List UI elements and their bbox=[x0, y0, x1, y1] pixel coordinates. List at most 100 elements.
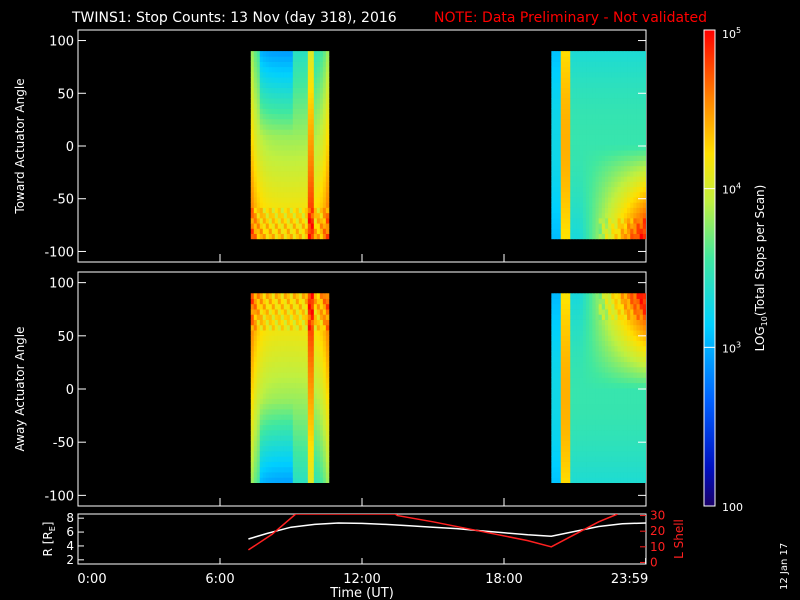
heatmap-cell bbox=[283, 118, 288, 125]
heatmap-cell bbox=[262, 82, 267, 88]
heatmap-cell bbox=[598, 77, 603, 83]
heatmap-cell bbox=[280, 228, 285, 234]
heatmap-cell bbox=[623, 414, 628, 420]
heatmap-cell bbox=[253, 408, 258, 415]
heatmap-cell bbox=[551, 398, 555, 405]
heatmap-cell bbox=[611, 77, 615, 83]
heatmap-cell bbox=[262, 129, 267, 135]
heatmap-cell bbox=[557, 351, 562, 357]
heatmap-cell bbox=[630, 61, 634, 68]
heatmap-cell bbox=[304, 134, 309, 141]
heatmap-cell bbox=[633, 56, 637, 62]
heatmap-cell bbox=[567, 66, 571, 73]
heatmap-cell bbox=[557, 150, 562, 156]
heatmap-cell bbox=[289, 356, 294, 363]
heatmap-cell bbox=[573, 324, 577, 331]
heatmap-cell bbox=[582, 351, 587, 357]
heatmap-cell bbox=[265, 414, 270, 420]
heatmap-cell bbox=[623, 314, 628, 320]
heatmap-cell bbox=[292, 424, 297, 431]
heatmap-cell bbox=[582, 134, 587, 141]
heatmap-cell bbox=[319, 155, 324, 161]
heatmap-cell bbox=[316, 82, 321, 88]
heatmap-cell bbox=[586, 351, 590, 357]
heatmap-cell bbox=[322, 155, 327, 161]
heatmap-cell bbox=[627, 228, 631, 234]
heatmap-cell bbox=[277, 165, 282, 172]
heatmap-cell bbox=[595, 233, 600, 240]
heatmap-cell bbox=[301, 82, 306, 88]
heatmap-cell bbox=[576, 171, 581, 177]
heatmap-cell bbox=[301, 155, 306, 161]
heatmap-cell bbox=[307, 382, 312, 389]
heatmap-cell bbox=[579, 361, 584, 368]
heatmap-cell bbox=[598, 330, 603, 336]
heatmap-cell bbox=[601, 345, 606, 352]
heatmap-cell bbox=[573, 340, 577, 347]
heatmap-cell bbox=[563, 435, 568, 441]
heatmap-cell bbox=[313, 298, 318, 305]
heatmap-cell bbox=[627, 217, 631, 224]
heatmap-cell bbox=[250, 356, 255, 363]
heatmap-cell bbox=[298, 324, 303, 331]
heatmap-cell bbox=[614, 118, 618, 125]
heatmap-cell bbox=[573, 103, 577, 109]
heatmap-cell bbox=[316, 356, 321, 363]
heatmap-cell bbox=[298, 356, 303, 363]
heatmap-cell bbox=[265, 324, 270, 331]
heatmap-cell bbox=[573, 51, 577, 57]
heatmap-cell bbox=[633, 144, 637, 151]
heatmap-cell bbox=[586, 403, 590, 410]
heatmap-cell bbox=[636, 309, 641, 315]
heatmap-cell bbox=[280, 87, 285, 94]
heatmap-cell bbox=[627, 51, 631, 57]
heatmap-cell bbox=[310, 191, 315, 198]
heatmap-cell bbox=[283, 298, 288, 305]
heatmap-cell bbox=[557, 408, 562, 415]
heatmap-cell bbox=[586, 340, 590, 347]
heatmap-cell bbox=[601, 382, 606, 389]
heatmap-cell bbox=[298, 430, 303, 436]
heatmap-cell bbox=[636, 144, 641, 151]
heatmap-cell bbox=[576, 66, 581, 73]
heatmap-cell bbox=[292, 165, 297, 172]
heatmap-cell bbox=[262, 103, 267, 109]
heatmap-cell bbox=[582, 186, 587, 193]
ytick-label: 100 bbox=[49, 35, 74, 50]
heatmap-cell bbox=[268, 440, 273, 447]
heatmap-cell bbox=[301, 118, 306, 125]
heatmap-cell bbox=[592, 113, 596, 120]
heatmap-cell bbox=[617, 340, 622, 347]
heatmap-cell bbox=[268, 456, 273, 462]
heatmap-cell bbox=[319, 330, 324, 336]
heatmap-cell bbox=[633, 113, 637, 120]
heatmap-cell bbox=[301, 451, 306, 457]
heatmap-cell bbox=[325, 424, 330, 431]
heatmap-cell bbox=[630, 319, 634, 326]
heatmap-cell bbox=[283, 212, 288, 219]
heatmap-cell bbox=[570, 456, 574, 462]
heatmap-cell bbox=[589, 366, 593, 373]
heatmap-cell bbox=[268, 71, 273, 78]
heatmap-cell bbox=[313, 87, 318, 94]
heatmap-cell bbox=[573, 87, 577, 94]
heatmap-cell bbox=[598, 155, 603, 161]
heatmap-cell bbox=[280, 171, 285, 177]
heatmap-cell bbox=[274, 171, 279, 177]
heatmap-cell bbox=[256, 217, 261, 224]
heatmap-cell bbox=[304, 366, 309, 373]
heatmap-cell bbox=[301, 217, 306, 224]
heatmap-cell bbox=[636, 293, 641, 299]
heatmap-cell bbox=[595, 477, 600, 483]
heatmap-cell bbox=[262, 207, 267, 214]
heatmap-cell bbox=[623, 212, 628, 219]
heatmap-cell bbox=[262, 298, 267, 305]
heatmap-cell bbox=[560, 435, 565, 441]
heatmap-cell bbox=[642, 223, 646, 229]
heatmap-cell bbox=[551, 477, 555, 483]
heatmap-cell bbox=[262, 345, 267, 352]
heatmap-cell bbox=[598, 118, 603, 125]
heatmap-cell bbox=[289, 144, 294, 151]
heatmap-cell bbox=[567, 92, 571, 99]
heatmap-cell bbox=[633, 165, 637, 172]
